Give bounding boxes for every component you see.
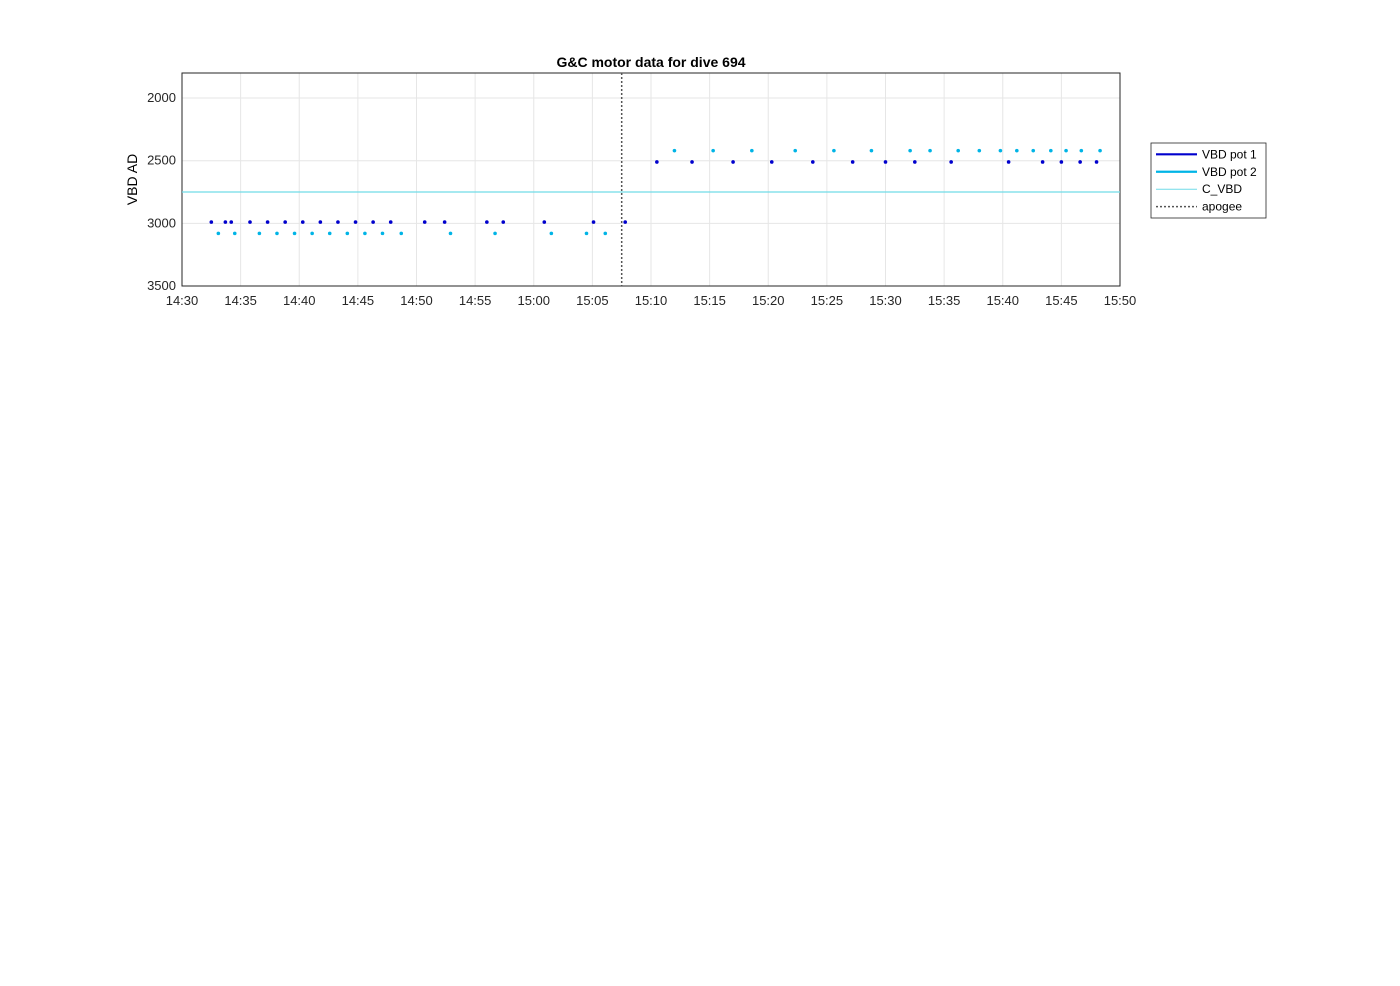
data-point [216,231,221,236]
data-point [501,220,506,224]
data-point [977,148,982,153]
data-point [869,148,874,153]
legend-box [1150,142,1267,219]
data-point [292,231,297,236]
data-point [908,148,912,153]
data-point [223,220,228,224]
data-point [448,231,453,236]
x-tick-label: 14:50 [400,293,433,308]
plot-frame [181,72,1121,287]
legend-label: VBD pot 2 [1202,165,1257,179]
data-point [485,220,489,224]
data-point [248,220,252,224]
data-point [591,220,596,224]
data-point [655,160,659,164]
data-point [690,160,694,164]
data-point [1079,148,1084,153]
x-tick-label: 15:50 [1104,293,1137,308]
x-tick-label: 15:40 [986,293,1019,308]
data-point [1006,160,1011,164]
data-point [493,231,497,236]
y-tick-label: 3000 [147,215,176,230]
data-point [832,148,836,153]
data-point [232,231,237,236]
data-point [1064,148,1068,153]
data-point [422,220,427,224]
x-tick-label: 15:45 [1045,293,1078,308]
data-point [542,220,547,224]
data-point [442,220,447,224]
data-point [956,148,960,153]
x-tick-label: 15:30 [869,293,902,308]
legend-label: apogee [1202,200,1242,214]
data-point [998,148,1003,153]
data-point [1015,148,1019,153]
panels: 14:30 14:35 14:40 14:45 14:50 14:55 15:00 15:05… [124,54,1267,308]
data-point [549,231,554,236]
data-point [1040,160,1045,164]
x-tick-label: 14:40 [283,293,316,308]
data-point [623,220,628,224]
x-tick-label: 15:05 [576,293,609,308]
data-point [1098,148,1102,153]
data-point [336,220,340,224]
data-point [913,160,917,164]
data-point [850,160,855,164]
data-point [949,160,953,164]
data-point [283,220,287,224]
data-point [1049,148,1053,153]
data-point [229,220,234,224]
data-point [209,220,214,224]
data-point [811,160,815,164]
data-point [793,148,798,153]
y-tick-label: 2500 [147,153,176,168]
x-tick-label: 14:45 [342,293,375,308]
data-point [265,220,270,224]
data-point [1059,160,1064,164]
x-tick-label: 14:35 [224,293,257,308]
y-tick-label: 3500 [147,278,176,293]
data-point [310,231,314,236]
data-point [318,220,323,224]
data-point [750,148,754,153]
x-tick-label: 15:35 [928,293,961,308]
data-point [257,231,262,236]
x-tick-label: 14:55 [459,293,492,308]
data-point [353,220,358,224]
data-point [399,231,404,236]
data-point [731,160,735,164]
x-tick-label: 15:15 [693,293,726,308]
data-point [1094,160,1099,164]
x-tick-label: 14:30 [166,293,199,308]
data-point [769,160,774,164]
data-point [1031,148,1036,153]
data-point [363,231,367,236]
data-point [371,220,375,224]
data-point [672,148,677,153]
panel-vbd: 14:30 14:35 14:40 14:45 14:50 14:55 15:00 15:05… [124,54,1267,308]
data-point [380,231,385,236]
data-point [928,148,932,153]
chart-title: G&C motor data for dive 694 [556,54,745,70]
data-point [584,231,589,236]
y-tick-label: 2000 [147,90,176,105]
data-point [883,160,888,164]
x-tick-label: 15:20 [752,293,785,308]
data-point [388,220,393,224]
data-point [603,231,608,236]
x-tick-label: 15:10 [635,293,668,308]
data-point [327,231,332,236]
legend-label: C_VBD [1202,182,1242,196]
x-tick-label: 15:00 [517,293,550,308]
legend-label: VBD pot 1 [1202,147,1257,161]
data-point [345,231,350,236]
data-point [275,231,279,236]
x-tick-label: 15:25 [811,293,844,308]
data-point [1078,160,1082,164]
y-axis-label: VBD AD [124,154,140,205]
data-point [300,220,305,224]
data-point [711,148,715,153]
